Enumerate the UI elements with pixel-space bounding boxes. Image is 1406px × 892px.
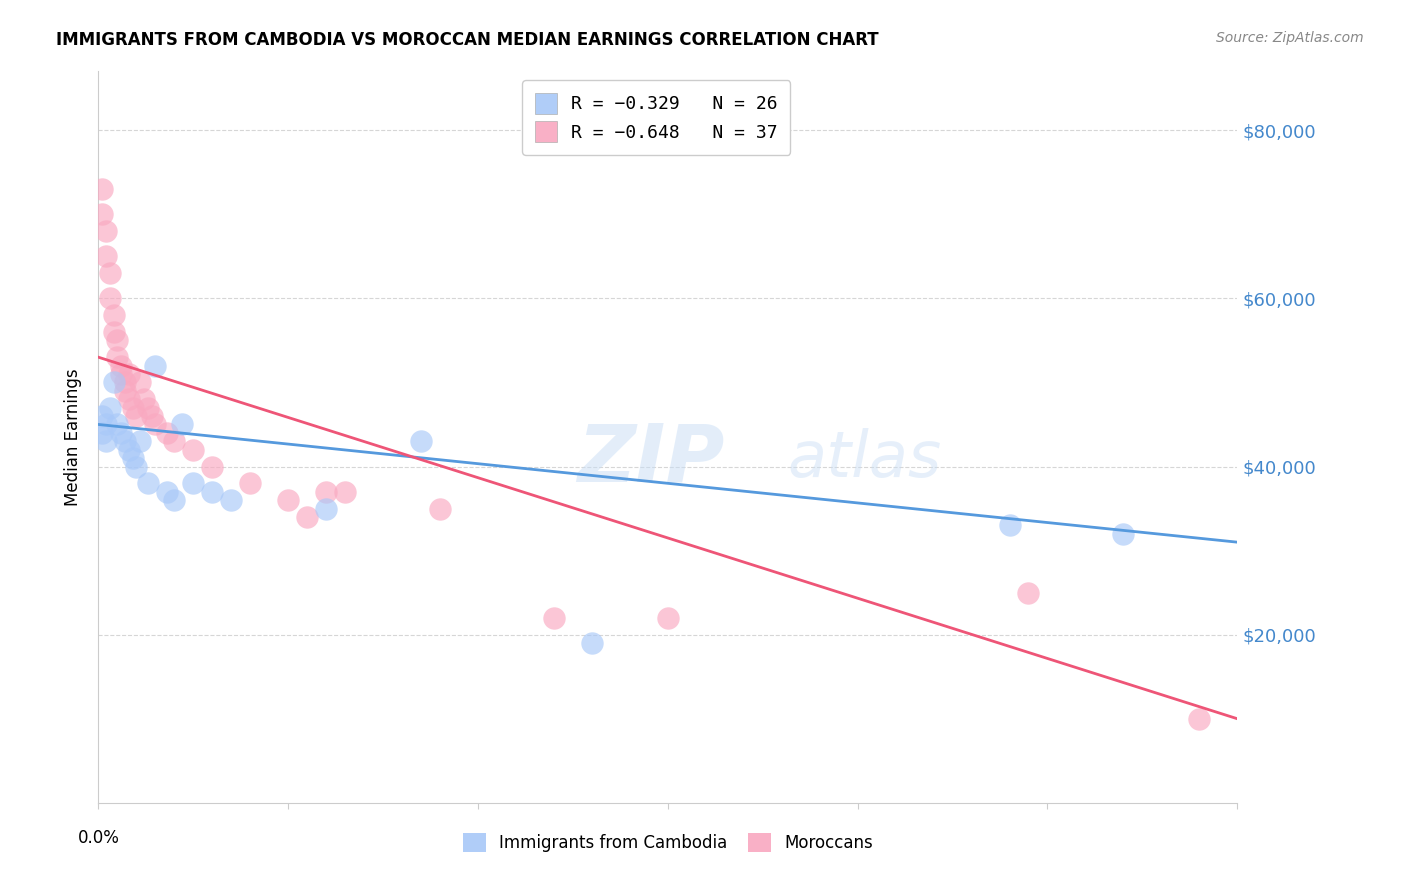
- Point: [110, 367, 132, 381]
- Point: [657, 611, 679, 625]
- Point: [183, 476, 205, 491]
- Point: [114, 376, 136, 390]
- Point: [239, 476, 262, 491]
- Point: [136, 401, 159, 415]
- Point: [121, 401, 143, 415]
- Point: [163, 493, 186, 508]
- Point: [94, 434, 117, 449]
- Point: [121, 451, 143, 466]
- Point: [114, 384, 136, 398]
- Point: [98, 401, 121, 415]
- Point: [94, 249, 117, 263]
- Point: [107, 417, 129, 432]
- Point: [141, 409, 163, 423]
- Point: [129, 434, 152, 449]
- Point: [107, 350, 129, 364]
- Point: [91, 182, 114, 196]
- Point: [103, 308, 125, 322]
- Point: [103, 325, 125, 339]
- Point: [183, 442, 205, 457]
- Text: IMMIGRANTS FROM CAMBODIA VS MOROCCAN MEDIAN EARNINGS CORRELATION CHART: IMMIGRANTS FROM CAMBODIA VS MOROCCAN MED…: [56, 31, 879, 49]
- Point: [129, 376, 152, 390]
- Point: [1018, 585, 1040, 599]
- Point: [118, 392, 141, 407]
- Point: [125, 409, 148, 423]
- Text: 0.0%: 0.0%: [77, 829, 120, 847]
- Point: [103, 376, 125, 390]
- Point: [114, 434, 136, 449]
- Point: [543, 611, 565, 625]
- Point: [411, 434, 433, 449]
- Point: [315, 501, 337, 516]
- Point: [1188, 712, 1211, 726]
- Point: [136, 476, 159, 491]
- Point: [277, 493, 299, 508]
- Point: [91, 425, 114, 440]
- Point: [145, 417, 167, 432]
- Text: ZIP: ZIP: [576, 420, 724, 498]
- Point: [221, 493, 243, 508]
- Point: [110, 425, 132, 440]
- Point: [94, 417, 117, 432]
- Point: [110, 359, 132, 373]
- Text: atlas: atlas: [787, 428, 942, 490]
- Point: [163, 434, 186, 449]
- Point: [315, 484, 337, 499]
- Point: [107, 334, 129, 348]
- Point: [297, 510, 319, 524]
- Y-axis label: Median Earnings: Median Earnings: [65, 368, 83, 506]
- Point: [581, 636, 603, 650]
- Point: [94, 224, 117, 238]
- Point: [91, 409, 114, 423]
- Point: [1112, 526, 1135, 541]
- Point: [201, 484, 224, 499]
- Point: [156, 425, 179, 440]
- Point: [998, 518, 1021, 533]
- Point: [145, 359, 167, 373]
- Point: [118, 442, 141, 457]
- Point: [429, 501, 451, 516]
- Point: [201, 459, 224, 474]
- Point: [118, 367, 141, 381]
- Point: [125, 459, 148, 474]
- Point: [170, 417, 193, 432]
- Point: [98, 291, 121, 305]
- Point: [132, 392, 155, 407]
- Point: [335, 484, 357, 499]
- Point: [98, 266, 121, 280]
- Point: [156, 484, 179, 499]
- Legend: Immigrants from Cambodia, Moroccans: Immigrants from Cambodia, Moroccans: [454, 824, 882, 860]
- Point: [91, 207, 114, 221]
- Text: Source: ZipAtlas.com: Source: ZipAtlas.com: [1216, 31, 1364, 45]
